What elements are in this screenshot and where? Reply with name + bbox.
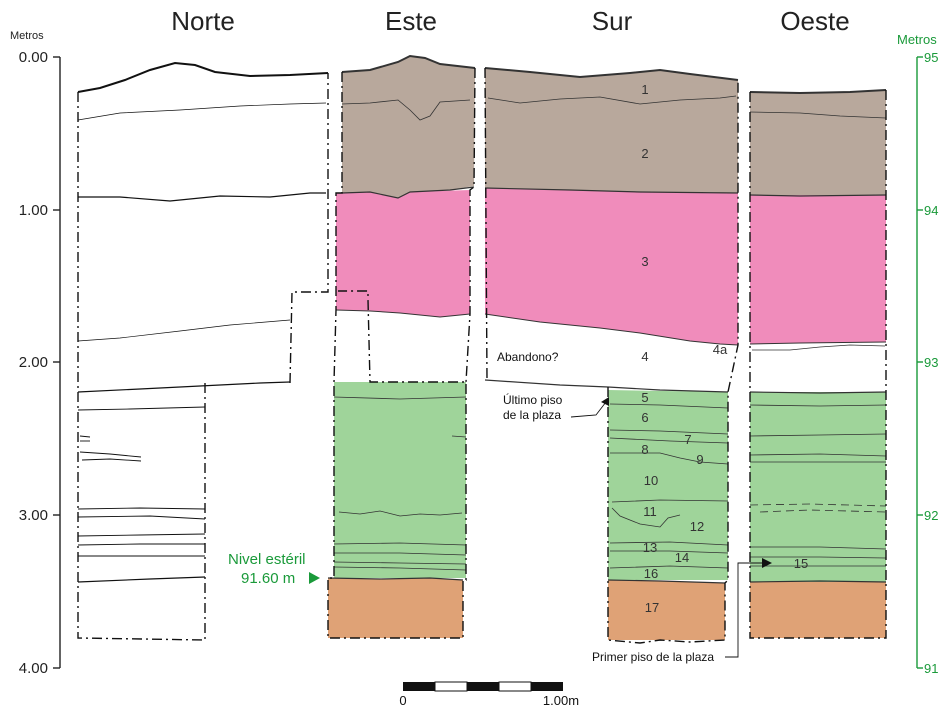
annotation-primer-piso: Primer piso de la plaza xyxy=(592,558,772,664)
right-tick-4: 91 xyxy=(924,661,938,676)
nivel-esteril-line1: Nivel estéril xyxy=(228,551,306,568)
profile-este xyxy=(327,54,476,639)
left-tick-4: 4.00 xyxy=(19,660,48,677)
layer-label-8: 8 xyxy=(641,442,648,457)
layer-label-5: 5 xyxy=(641,390,648,405)
nivel-esteril-line2: 91.60 m xyxy=(241,570,295,587)
layer-label-15: 15 xyxy=(794,556,808,571)
layer-label-13: 13 xyxy=(643,540,657,555)
column-title-este: Este xyxy=(385,6,437,36)
profile-sur xyxy=(484,67,739,644)
layer-label-6: 6 xyxy=(641,410,648,425)
scale-bar: 0 1.00m xyxy=(399,681,579,708)
layer-label-11: 11 xyxy=(643,504,657,519)
left-tick-0: 0.00 xyxy=(19,49,48,66)
ultimo-piso-line1: Último piso xyxy=(503,392,563,407)
ultimo-piso-line2: de la plaza xyxy=(503,408,561,422)
right-tick-0: 95 xyxy=(924,50,938,65)
layer-label-4a: 4a xyxy=(713,342,728,357)
left-depth-axis: Metros 0.00 1.00 2.00 3.00 4.00 xyxy=(10,30,61,677)
right-tick-1: 94 xyxy=(924,203,938,218)
layer-label-16: 16 xyxy=(644,566,658,581)
annotation-nivel-esteril: Nivel estéril 91.60 m xyxy=(228,551,320,587)
column-title-oeste: Oeste xyxy=(780,6,849,36)
annotation-abandono: Abandono? xyxy=(497,350,559,364)
right-elevation-axis: Metros 95 94 93 92 91 xyxy=(897,32,938,676)
left-tick-3: 3.00 xyxy=(19,507,48,524)
scale-bar-start-label: 0 xyxy=(399,693,406,708)
primer-piso-label: Primer piso de la plaza xyxy=(592,650,714,664)
arrow-head-ultimo-piso xyxy=(601,397,609,406)
layer-label-17: 17 xyxy=(645,600,659,615)
layer-label-4: 4 xyxy=(641,349,648,364)
arrow-head-primer-piso xyxy=(762,558,772,568)
right-tick-2: 93 xyxy=(924,355,938,370)
left-tick-1: 1.00 xyxy=(19,202,48,219)
profile-oeste xyxy=(749,89,887,639)
left-tick-2: 2.00 xyxy=(19,354,48,371)
right-axis-unit: Metros xyxy=(897,32,937,47)
scale-bar-end-label: 1.00m xyxy=(543,693,579,708)
arrow-head-nivel-esteril xyxy=(309,572,320,584)
layer-label-12: 12 xyxy=(690,519,704,534)
layer-label-9: 9 xyxy=(696,452,703,467)
layer-label-2: 2 xyxy=(641,146,648,161)
annotation-ultimo-piso: Último piso de la plaza xyxy=(503,392,609,422)
right-tick-3: 92 xyxy=(924,508,938,523)
profile-norte xyxy=(77,61,329,641)
layer-label-3: 3 xyxy=(641,254,648,269)
layer-label-10: 10 xyxy=(644,473,658,488)
layer-label-14: 14 xyxy=(675,550,689,565)
layer-label-7: 7 xyxy=(684,432,691,447)
column-title-norte: Norte xyxy=(171,6,235,36)
layer-labels: 1 2 3 4 4a 5 6 7 8 9 10 11 12 13 14 15 1… xyxy=(641,82,808,615)
left-axis-unit: Metros xyxy=(10,30,44,42)
layer-label-1: 1 xyxy=(641,82,648,97)
column-title-sur: Sur xyxy=(592,6,633,36)
